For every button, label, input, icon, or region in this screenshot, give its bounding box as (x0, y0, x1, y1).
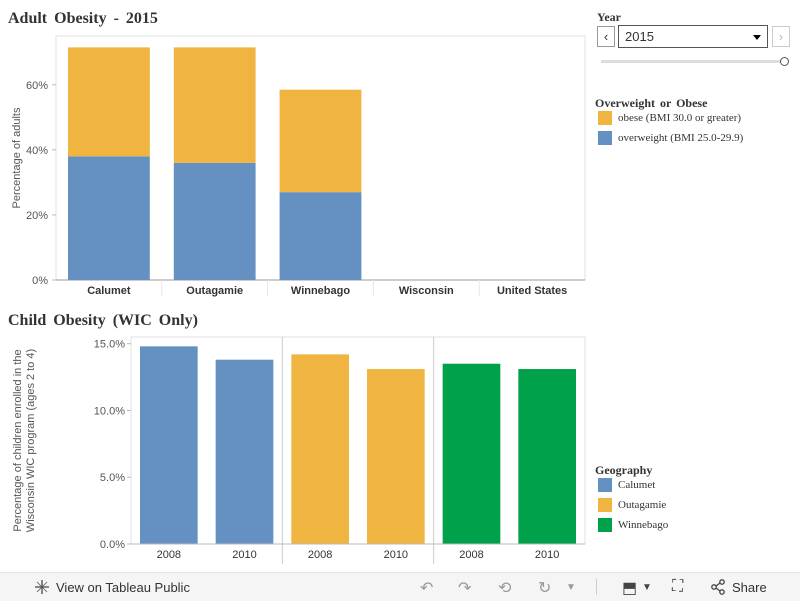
x-tick-label: Outagamie (186, 285, 243, 297)
child-obesity-title: Child Obesity (WIC Only) (8, 312, 198, 329)
legend-swatch (598, 111, 612, 125)
y-tick-label: 10.0% (94, 405, 125, 417)
download-dropdown-icon[interactable]: ▼ (642, 582, 652, 593)
year-select[interactable]: 2015 (618, 25, 768, 48)
year-slider-thumb[interactable] (780, 57, 789, 66)
tableau-logo-icon (35, 580, 49, 594)
bar-segment (279, 89, 362, 193)
y-axis-label: Percentage of adults (11, 107, 23, 208)
bar (442, 363, 501, 544)
share-label: Share (732, 579, 767, 595)
year-select-value: 2015 (625, 29, 654, 44)
download-icon[interactable]: ⬒ (622, 580, 638, 597)
undo-icon[interactable]: ↶ (420, 580, 434, 597)
y-tick-label: 60% (26, 80, 48, 92)
year-slider-track[interactable] (601, 60, 785, 63)
x-tick-label: 2008 (459, 549, 483, 561)
toolbar-divider (596, 579, 597, 595)
chevron-right-icon: › (778, 29, 784, 44)
x-tick-label: 2008 (157, 549, 181, 561)
share-icon (711, 579, 725, 595)
redo-icon[interactable]: ↷ (458, 580, 472, 597)
bar (215, 359, 274, 544)
y-tick-label: 5.0% (100, 472, 125, 484)
plot-frame (130, 336, 586, 545)
x-tick-label: 2010 (232, 549, 256, 561)
legend-label: Outagamie (618, 499, 667, 511)
year-filter-label: Year (597, 10, 621, 24)
legend-swatch (598, 498, 612, 512)
legend-label: obese (BMI 30.0 or greater) (618, 112, 742, 124)
x-tick-label: 2008 (308, 549, 332, 561)
tableau-toolbar: View on Tableau Public ↶ ↷ ⟲ ↻ ▼ ⬒ ▼ ⛶ S… (0, 572, 800, 601)
view-on-tableau-label: View on Tableau Public (56, 579, 190, 595)
refresh-dropdown-icon[interactable]: ▼ (566, 582, 576, 593)
bar (291, 354, 349, 544)
bar (518, 369, 576, 544)
legend-label: overweight (BMI 25.0-29.9) (618, 132, 744, 144)
y-tick-label: 0.0% (100, 539, 125, 551)
child-legend-item-outagamie[interactable]: Outagamie (598, 498, 666, 512)
y-tick-label: 15.0% (94, 339, 125, 351)
y-axis-label-line2: Wisconsin WIC program (ages 2 to 4) (25, 349, 37, 532)
adult-legend-item-obese[interactable]: obese (BMI 30.0 or greater) (598, 111, 741, 125)
bar (367, 369, 425, 544)
bar-segment (68, 47, 150, 157)
legend-label: Winnebago (618, 519, 669, 531)
child-legend-title: Geography (595, 463, 653, 477)
child-obesity-chart: 2008 2010 2008 2010 2008 2010 0.0% 5.0% 10.0% 15.… (12, 336, 586, 564)
refresh-icon[interactable]: ↻ (538, 580, 552, 597)
legend-label: Calumet (618, 479, 656, 491)
x-tick-label: 2010 (384, 549, 408, 561)
legend-swatch (598, 131, 612, 145)
chevron-down-icon (753, 35, 761, 40)
x-tick-label: Wisconsin (399, 285, 454, 297)
x-tick-label: Calumet (87, 285, 131, 297)
adult-obesity-chart: Calumet Outagamie Winnebago Wisconsin United… (11, 35, 586, 297)
chevron-left-icon: ‹ (603, 29, 609, 44)
legend-swatch (598, 478, 612, 492)
bar-segment (68, 156, 150, 280)
adult-obesity-title: Adult Obesity - 2015 (8, 10, 158, 27)
year-prev-button[interactable]: ‹ (597, 26, 615, 47)
bar (140, 346, 198, 544)
y-tick-label: 20% (26, 210, 48, 222)
bar-segment (279, 192, 362, 280)
fullscreen-icon[interactable]: ⛶ (672, 578, 684, 595)
y-tick-label: 0% (32, 275, 48, 287)
x-tick-label: 2010 (535, 549, 559, 561)
bar-segment (173, 162, 256, 280)
revert-icon[interactable]: ⟲ (498, 580, 512, 597)
bar-segment (173, 47, 256, 163)
view-on-tableau-link[interactable]: View on Tableau Public (34, 579, 190, 595)
legend-swatch (598, 518, 612, 532)
x-tick-label: United States (497, 285, 567, 297)
x-tick-label: Winnebago (291, 285, 350, 297)
share-button[interactable]: Share (710, 579, 767, 595)
adult-legend-title: Overweight or Obese (595, 96, 708, 110)
year-next-button[interactable]: › (772, 26, 790, 47)
y-tick-label: 40% (26, 145, 48, 157)
adult-legend-item-overweight[interactable]: overweight (BMI 25.0-29.9) (598, 131, 743, 145)
y-axis-label-line1: Percentage of children enrolled in the (12, 349, 24, 531)
child-legend-item-winnebago[interactable]: Winnebago (598, 518, 668, 532)
child-legend-item-calumet[interactable]: Calumet (598, 478, 655, 492)
